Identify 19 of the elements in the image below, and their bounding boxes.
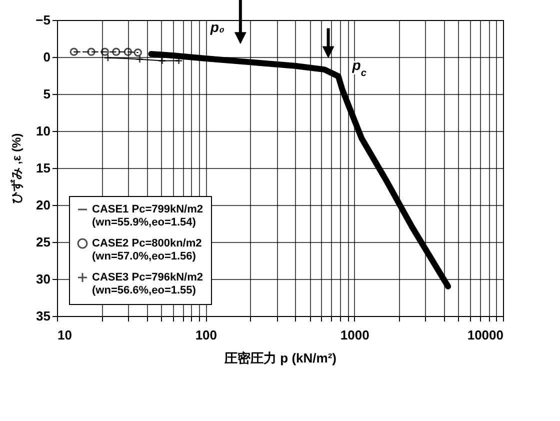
y-axis-title: ひずみ ,ε (%) — [10, 133, 24, 204]
y-tick-label: 15 — [36, 160, 50, 176]
legend-label: CASE1 Pc=799kN/m2 (wn=55.9%,eo=1.54) — [92, 204, 203, 228]
x-tick-label: 10 — [58, 328, 72, 342]
legend-label: CASE3 Pc=796kN/m2 (wn=56.6%,eo=1.55) — [92, 272, 203, 296]
y-tick-label: 10 — [36, 124, 50, 138]
y-tick-label: 30 — [36, 272, 50, 286]
legend-label: CASE2 Pc=800kn/m2 (wn=57.0%,eo=1.56) — [92, 238, 202, 262]
x-tick-label: 10000 — [467, 328, 504, 342]
y-tick-label: 25 — [36, 234, 50, 250]
y-tick-label: −5 — [36, 12, 50, 28]
y-tick-label: 20 — [36, 198, 50, 212]
x-tick-label: 1000 — [340, 328, 370, 342]
annotation: p₀ — [209, 19, 225, 36]
y-tick-label: 35 — [36, 308, 50, 324]
y-tick-label: 5 — [43, 86, 50, 102]
x-tick-label: 100 — [195, 328, 218, 342]
y-tick-label: 0 — [43, 50, 50, 64]
x-axis-title: 圧密圧力 p (kN/m²) — [224, 350, 336, 366]
